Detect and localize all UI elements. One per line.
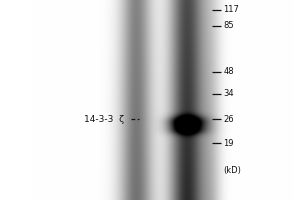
Text: 117: 117	[224, 5, 239, 15]
Text: 48: 48	[224, 68, 234, 76]
Text: (kD): (kD)	[224, 166, 242, 174]
Text: 19: 19	[224, 138, 234, 147]
Text: 34: 34	[224, 90, 234, 98]
Text: 26: 26	[224, 114, 234, 123]
Text: 85: 85	[224, 21, 234, 30]
Text: 14-3-3  ζ: 14-3-3 ζ	[84, 114, 124, 123]
